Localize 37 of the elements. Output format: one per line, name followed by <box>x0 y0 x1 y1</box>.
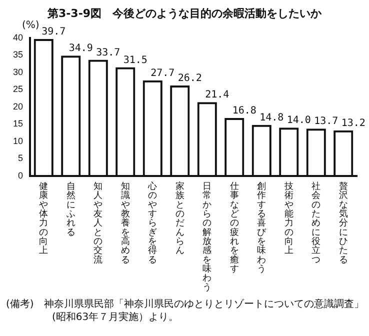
data-label: 34.9 <box>68 43 93 54</box>
x-tick-label: 家族とのだんらん <box>175 180 184 256</box>
y-tick-label: 5 <box>18 153 24 164</box>
data-label: 21.4 <box>205 90 230 101</box>
data-label: 13.7 <box>314 116 338 128</box>
data-label: 26.2 <box>178 73 202 84</box>
y-tick-label: 15 <box>12 118 24 129</box>
category-label: 心のやすらぎを得る <box>148 180 158 264</box>
y-tick-label: 40 <box>12 32 24 42</box>
chart-title: 第3-3-9図 今後どのような目的の余暇活動をしたいか <box>46 6 323 20</box>
data-label: 39.7 <box>42 26 66 38</box>
category-label: 社会のために役立つ <box>312 180 321 264</box>
y-tick-label: 10 <box>12 136 24 146</box>
data-label: 33.7 <box>96 47 120 58</box>
x-tick-label: 技術や能力の向上 <box>283 180 294 256</box>
data-label: 14.0 <box>286 115 311 126</box>
data-label: 16.8 <box>232 106 256 117</box>
y-axis-title: (%) <box>22 20 40 31</box>
text: (備考) 神奈川県県民部「神奈川県民のゆとりとリゾートについての意識調査」 <box>6 298 365 311</box>
data-label: 31.5 <box>123 54 148 66</box>
x-tick-label: 健康や体力の向上 <box>39 180 48 256</box>
x-tick-label: 自然にふれる <box>65 180 76 237</box>
y-tick-label: 20 <box>12 101 24 112</box>
category-label: 仕事などの疲れを癒す <box>230 180 239 274</box>
data-label: 27.7 <box>150 68 175 79</box>
category-label: 知識や教養を高める <box>120 180 130 264</box>
category-label: 日常からの解放感を味わう <box>202 180 212 292</box>
category-label: 創作する喜びを味わう <box>257 180 266 274</box>
y-tick-label: 0 <box>18 170 24 180</box>
y-tick-label: 35 <box>12 50 24 60</box>
category-label: 知人や友人との交流 <box>94 180 103 264</box>
y-tick-label: 30 <box>12 66 24 77</box>
data-label: 14.8 <box>260 112 284 124</box>
category-label: 贅沢な気分にひたる <box>338 180 348 264</box>
text: (昭和63年７月実施）より。 <box>52 311 180 324</box>
data-label: 13.2 <box>341 118 366 129</box>
y-tick-label: 25 <box>12 84 24 94</box>
